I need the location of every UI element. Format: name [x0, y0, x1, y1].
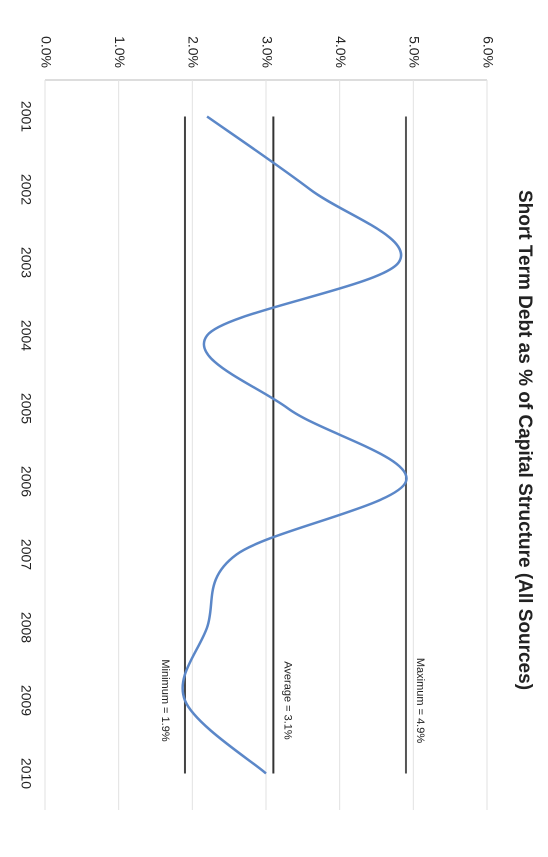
chart-title: Short Term Debt as % of Capital Structur… — [514, 190, 535, 690]
x-tick-label: 2005 — [18, 393, 34, 424]
x-tick-label: 2003 — [18, 247, 34, 278]
annotation: Minimum = 1.9% — [159, 659, 171, 741]
x-tick-label: 2002 — [18, 174, 34, 205]
x-tick-label: 2006 — [18, 466, 34, 497]
y-tick-label: 2.0% — [186, 36, 202, 68]
annotation: Average = 3.1% — [281, 661, 293, 740]
x-tick-label: 2010 — [18, 758, 34, 789]
x-tick-label: 2008 — [18, 612, 34, 643]
data-line — [181, 115, 408, 775]
x-tick-label: 2004 — [18, 320, 34, 351]
x-tick-label: 2009 — [18, 685, 34, 716]
y-tick-label: 0.0% — [38, 36, 54, 68]
annotation: Maximum = 4.9% — [414, 658, 426, 743]
x-tick-label: 2001 — [18, 101, 34, 132]
y-tick-label: 1.0% — [112, 36, 128, 68]
chart: Short Term Debt as % of Capital Structur… — [18, 36, 535, 810]
y-tick-label: 3.0% — [259, 36, 275, 68]
y-tick-label: 5.0% — [407, 36, 423, 68]
y-tick-label: 4.0% — [333, 36, 349, 68]
x-tick-label: 2007 — [18, 539, 34, 570]
y-tick-label: 6.0% — [480, 36, 496, 68]
